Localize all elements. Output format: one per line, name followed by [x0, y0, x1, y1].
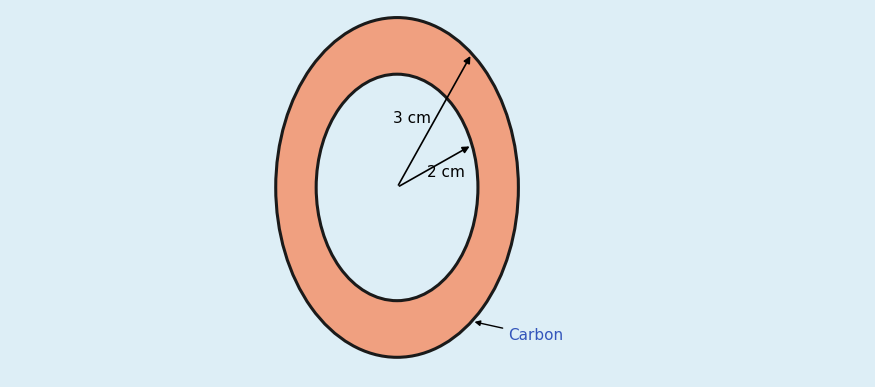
Ellipse shape [316, 74, 478, 301]
Ellipse shape [276, 17, 518, 357]
Text: 3 cm: 3 cm [393, 111, 431, 126]
Text: 2 cm: 2 cm [427, 166, 465, 180]
Text: Carbon: Carbon [476, 321, 564, 343]
